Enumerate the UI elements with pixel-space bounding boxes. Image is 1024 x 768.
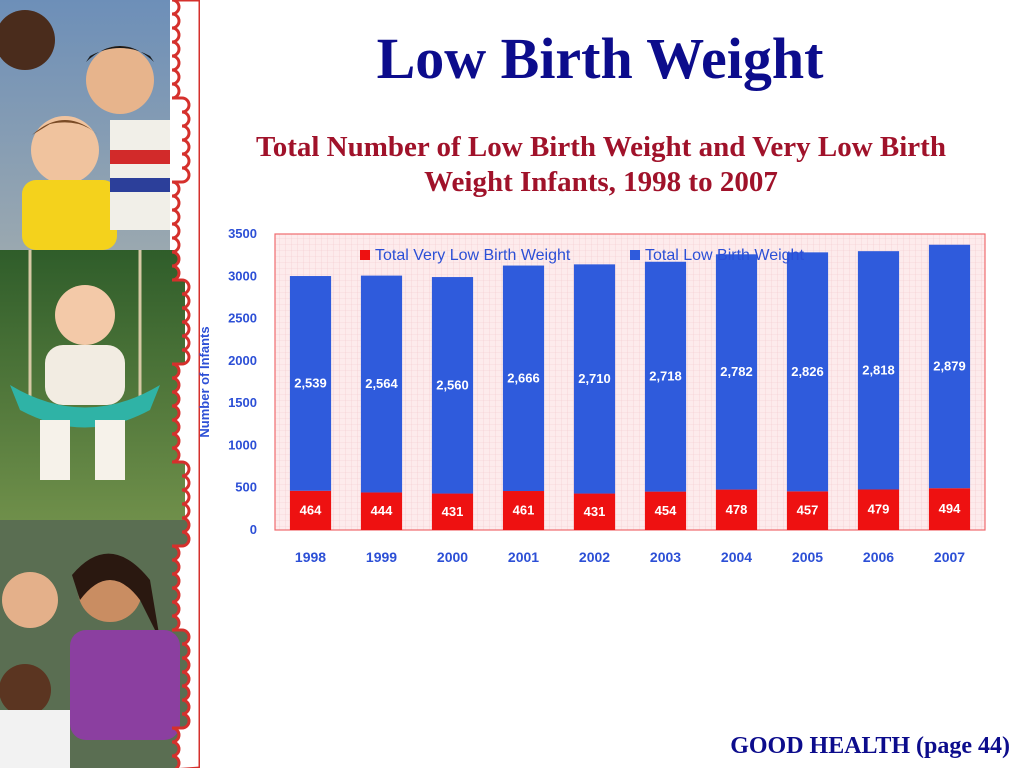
bar-low-birth-weight-2006 [857,251,900,490]
x-tick-label: 2000 [437,549,468,565]
legend-label: Total Very Low Birth Weight [375,247,571,264]
bar-very-low-birth-weight-2005 [786,491,829,530]
bar-low-birth-weight-2000 [431,277,474,494]
y-tick-label: 2500 [228,311,257,326]
data-label-very-low-birth-weight: 431 [584,504,606,519]
legend-swatch [360,250,370,260]
bar-very-low-birth-weight-2002 [573,493,616,530]
data-label-low-birth-weight: 2,666 [507,370,540,385]
data-label-very-low-birth-weight: 478 [726,502,748,517]
bar-low-birth-weight-2004 [715,254,758,490]
data-label-low-birth-weight: 2,564 [365,376,398,391]
data-label-very-low-birth-weight: 454 [655,503,677,518]
x-tick-label: 2002 [579,549,610,565]
y-tick-label: 500 [235,480,257,495]
bar-low-birth-weight-1998 [289,276,332,491]
bar-very-low-birth-weight-2000 [431,493,474,530]
x-tick-label: 2003 [650,549,681,565]
y-tick-label: 3500 [228,226,257,241]
bar-very-low-birth-weight-1998 [289,490,332,530]
x-tick-label: 2005 [792,549,823,565]
data-label-very-low-birth-weight: 479 [868,502,890,517]
y-tick-label: 3000 [228,268,257,283]
bar-low-birth-weight-2003 [644,261,687,492]
data-label-low-birth-weight: 2,718 [649,369,682,384]
data-label-very-low-birth-weight: 494 [939,501,961,516]
bar-low-birth-weight-2001 [502,265,545,492]
page-title: Low Birth Weight [376,26,824,91]
y-tick-label: 0 [250,522,257,537]
bar-very-low-birth-weight-2007 [928,488,971,530]
bars: 464 2,539 444 2,564 431 2,560 461 2,666 431 2,710… [289,244,971,530]
data-label-low-birth-weight: 2,710 [578,371,611,386]
photo-baby-swing [0,250,185,520]
y-tick-label: 2000 [228,353,257,368]
data-label-very-low-birth-weight: 444 [371,503,393,518]
data-label-low-birth-weight: 2,560 [436,377,469,392]
bar-very-low-birth-weight-2006 [857,489,900,530]
legend: Total Very Low Birth Weight Total Low Bir… [360,247,804,264]
y-axis-label: Number of Infants [197,326,212,437]
legend-swatch [630,250,640,260]
data-label-very-low-birth-weight: 464 [300,502,322,517]
data-label-low-birth-weight: 2,826 [791,364,824,379]
bar-low-birth-weight-2002 [573,264,616,494]
data-label-very-low-birth-weight: 457 [797,503,819,518]
data-label-very-low-birth-weight: 461 [513,503,535,518]
data-label-low-birth-weight: 2,879 [933,358,966,373]
data-label-low-birth-weight: 2,818 [862,362,895,377]
x-tick-label: 1999 [366,549,397,565]
y-axis-ticks: 0 500 1000 1500 2000 2500 3000 3500 [228,226,257,537]
y-tick-label: 1000 [228,437,257,452]
x-axis-ticks: 1998 1999 2000 2001 2002 2003 2004 2005 2006 2007 [295,549,965,565]
bar-very-low-birth-weight-2003 [644,491,687,530]
data-label-low-birth-weight: 2,782 [720,364,753,379]
data-label-very-low-birth-weight: 431 [442,504,464,519]
bar-very-low-birth-weight-1999 [360,492,403,530]
legend-label: Total Low Birth Weight [645,247,804,264]
x-tick-label: 2006 [863,549,894,565]
bar-very-low-birth-weight-2001 [502,491,545,530]
stamp-border [171,0,200,768]
photo-kids-bottom [0,520,195,768]
x-tick-label: 2001 [508,549,539,565]
stacked-bar-chart: Number of Infants 0 500 1000 1500 2000 2500 30… [197,226,986,565]
bar-low-birth-weight-2007 [928,244,971,489]
y-tick-label: 1500 [228,395,257,410]
children-photo-strip [0,0,200,768]
chart-title: Total Number of Low Birth Weight and Ver… [256,131,946,199]
bar-low-birth-weight-2005 [786,252,829,492]
x-tick-label: 2004 [721,549,752,565]
x-tick-label: 1998 [295,549,326,565]
photo-kids-top [0,0,170,250]
bar-very-low-birth-weight-2004 [715,489,758,530]
x-tick-label: 2007 [934,549,965,565]
bar-low-birth-weight-1999 [360,275,403,493]
footer-page-reference: GOOD HEALTH (page 44) [730,733,1010,759]
data-label-low-birth-weight: 2,539 [294,375,327,390]
